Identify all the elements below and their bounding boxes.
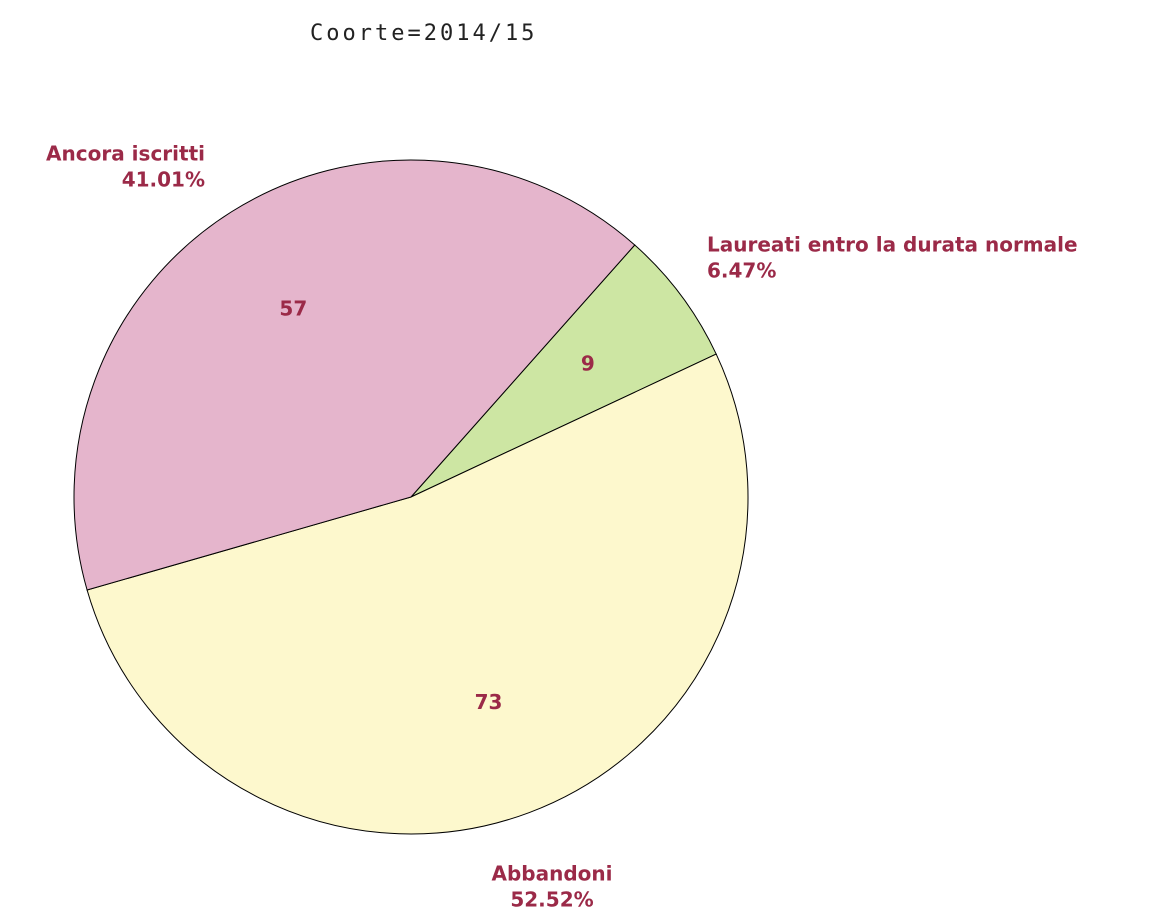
value-label: 73: [475, 690, 503, 714]
value-label: 9: [581, 351, 595, 375]
value-label: 57: [279, 297, 307, 321]
category-label: Laureati entro la durata normale: [707, 233, 1078, 257]
percent-label: 41.01%: [122, 168, 205, 192]
category-label: Abbandoni: [492, 862, 613, 886]
pie-slice: [86, 353, 749, 835]
chart-title: Coorte=2014/15: [310, 21, 537, 46]
pie-slice: [73, 159, 636, 591]
category-label: Ancora iscritti: [46, 142, 205, 166]
percent-label: 6.47%: [707, 259, 776, 283]
percent-label: 52.52%: [510, 888, 593, 912]
pie-slice: [410, 244, 717, 498]
